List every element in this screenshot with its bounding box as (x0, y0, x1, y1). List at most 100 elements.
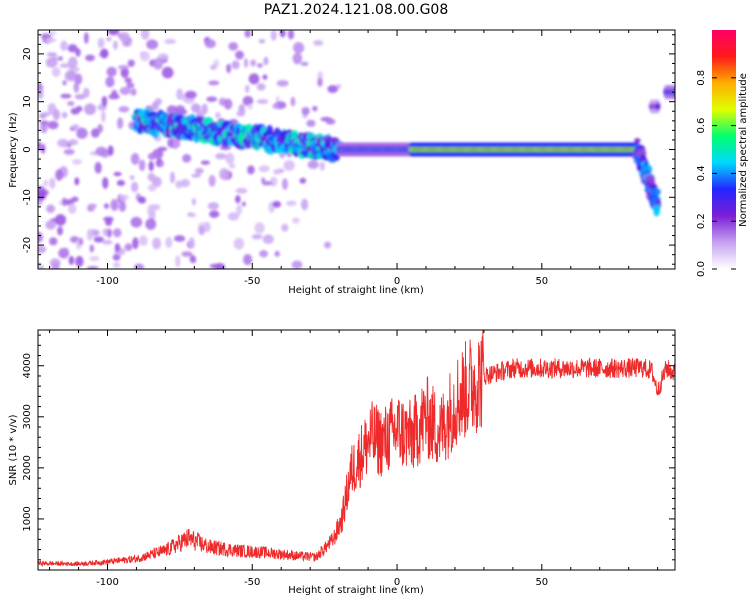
heatmap-cell (120, 66, 129, 79)
heatmap-cell (140, 51, 151, 62)
heatmap-cell (226, 63, 232, 74)
heatmap-cell (266, 125, 274, 136)
heatmap-cell (64, 70, 77, 82)
heatmap-cell (181, 251, 193, 257)
heatmap-cell (38, 231, 44, 243)
heatmap-cell (263, 56, 269, 66)
heatmap-cell (276, 79, 289, 87)
heatmap-cell (152, 57, 164, 70)
heatmap-cell (307, 160, 319, 169)
heatmap-cell (85, 54, 95, 62)
heatmap-cell (78, 127, 84, 139)
heatmap-cell (67, 101, 75, 106)
snr-axes: -100 -50 0 50 1000 2000 3000 4000 (22, 330, 675, 588)
heatmap-cell (203, 221, 211, 233)
heatmap-cell (228, 42, 239, 51)
colorbar: 0.0 0.2 0.4 0.6 0.8 Normalized spectral ampl… (696, 30, 749, 277)
heatmap-cell (103, 203, 109, 209)
heatmap-cell (219, 145, 232, 151)
heatmap-cell (293, 42, 305, 54)
heatmap-cell (191, 198, 197, 206)
heatmap-cell (173, 235, 186, 242)
heatmap-cell (161, 66, 174, 79)
snr-xlabel: Height of straight line (km) (288, 585, 424, 596)
heatmap-cell (119, 31, 130, 43)
heatmap-cell (38, 141, 42, 151)
heatmap-cell (215, 112, 221, 119)
heatmap-cell (323, 241, 332, 249)
heatmap-cell (301, 198, 309, 211)
heatmap-cell (254, 222, 265, 234)
heatmap-cell (209, 210, 220, 218)
heatmap-cell (243, 58, 248, 68)
heatmap-cell (274, 250, 280, 257)
colorbar-tick-label-3: 0.6 (696, 118, 707, 134)
heatmap-cell (245, 84, 250, 94)
heatmap-cell (138, 235, 148, 247)
heatmap-cell (175, 255, 181, 268)
heatmap-cell (200, 160, 210, 165)
heatmap-cell (97, 37, 105, 49)
heatmap-cell (101, 95, 108, 107)
heatmap-cell (256, 63, 263, 68)
heatmap-cell (38, 245, 47, 254)
heatmap-cell (83, 32, 89, 44)
colorbar-label: Normalized spectral amplitude (738, 73, 749, 227)
heatmap-cell (146, 39, 159, 50)
heatmap-cell (157, 53, 169, 60)
heatmap-cell (114, 243, 121, 253)
heatmap-cell (91, 128, 100, 138)
heatmap-cell (241, 201, 246, 207)
heatmap-cell (299, 177, 307, 184)
heatmap-cell (118, 106, 130, 113)
heatmap-cell (106, 36, 112, 42)
heatmap-cell (145, 218, 157, 230)
heatmap-cell (164, 38, 177, 45)
colorbar-tick-label-4: 0.8 (696, 70, 707, 86)
heatmap-cell (251, 233, 263, 240)
snr-xtick-label-0: -100 (96, 577, 119, 588)
heatmap-cell (319, 161, 325, 171)
colorbar-tick-label-1: 0.2 (696, 213, 707, 229)
heatmap-cell (182, 154, 192, 163)
heatmap-cell (118, 201, 126, 212)
heatmap-cell (68, 203, 77, 215)
heatmap-cell (248, 73, 260, 85)
heatmap-cell (243, 254, 253, 266)
heatmap-cell (327, 85, 338, 94)
heatmap-cell (256, 83, 266, 91)
heatmap-cell (75, 48, 81, 57)
heatmap-cell (39, 111, 51, 117)
heatmap-cell (325, 118, 336, 125)
spec-ytick-label-4: 20 (22, 48, 33, 61)
heatmap-cell (38, 190, 47, 201)
heatmap-cell (262, 74, 268, 80)
heatmap-cell (62, 197, 67, 207)
heatmap-cell (75, 255, 84, 268)
snr-xtick-label-3: 50 (535, 577, 548, 588)
heatmap-cell (233, 237, 245, 250)
heatmap-cell (51, 67, 61, 77)
colorbar-gradient (712, 30, 736, 269)
heatmap-cell (86, 228, 94, 241)
heatmap-cell (206, 96, 218, 102)
heatmap-cell (140, 30, 150, 40)
heatmap-cell (175, 105, 186, 116)
heatmap-cell (119, 86, 131, 95)
spec-xtick-label-3: 50 (535, 276, 548, 287)
heatmap-cell (189, 255, 197, 264)
heatmap-cell (106, 66, 117, 77)
snr-series-line (38, 330, 675, 567)
heatmap-cell (54, 214, 67, 226)
heatmap-cell (312, 105, 318, 112)
heatmap-cell (317, 77, 323, 87)
heatmap-cell (124, 77, 133, 84)
heatmap-cell (78, 237, 84, 246)
heatmap-cell (72, 159, 83, 165)
heatmap-cell (102, 177, 109, 189)
heatmap-cell (95, 146, 108, 157)
heatmap-cell (210, 64, 217, 70)
heatmap-cell (58, 247, 70, 259)
heatmap-cell (116, 179, 126, 186)
